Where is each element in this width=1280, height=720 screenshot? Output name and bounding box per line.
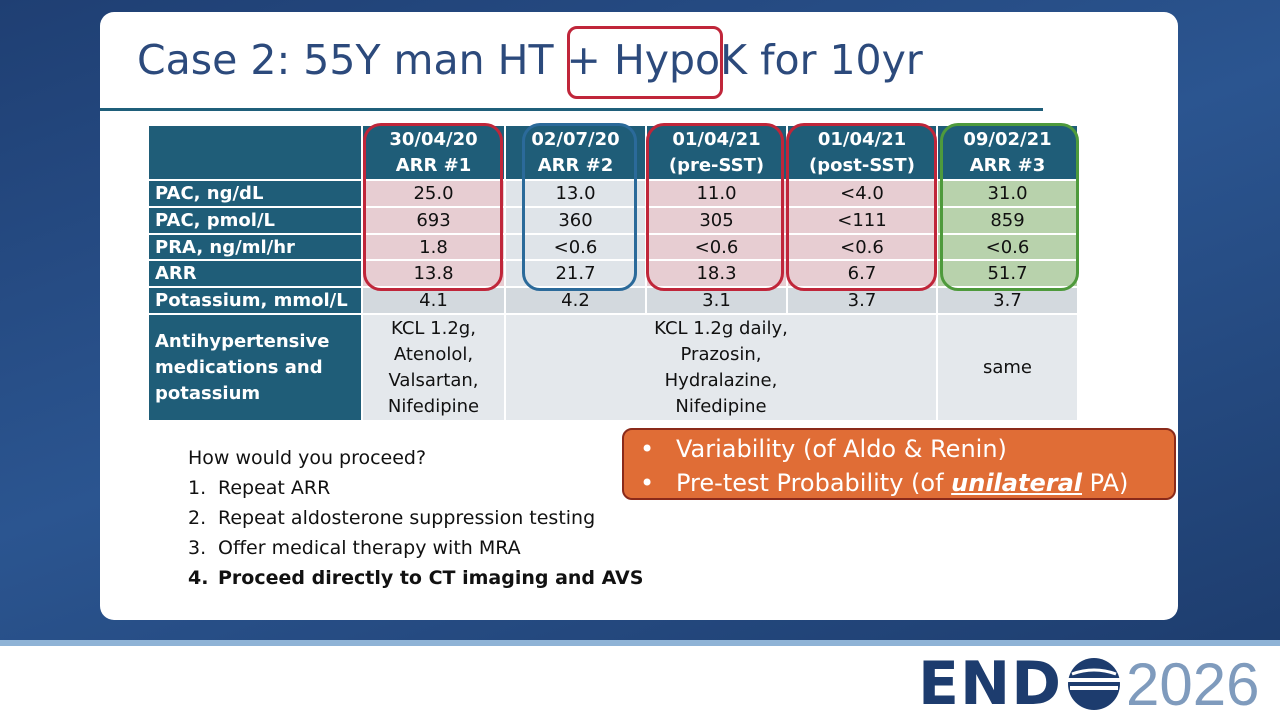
cell-line: Antihypertensive — [155, 330, 330, 352]
header-line: ARR #3 — [969, 154, 1046, 176]
table-cell: 3.1 — [646, 287, 787, 314]
row-label: Potassium, mmol/L — [148, 287, 362, 314]
highlight-ring — [940, 123, 1079, 291]
row-label: PRA, ng/ml/hr — [148, 234, 362, 260]
table-cell: 31.0 — [937, 180, 1078, 207]
title-rule — [100, 108, 1043, 111]
header-line: ARR #2 — [537, 154, 614, 176]
cell-line: Nifedipine — [387, 395, 480, 417]
logo-text: END — [918, 649, 1063, 719]
table-cell: 693 — [362, 207, 505, 234]
question: How would you proceed? 1. Repeat ARR 2. Rep… — [188, 444, 643, 594]
highlight-box — [567, 26, 723, 99]
row-label: ARR — [148, 260, 362, 287]
cell-line: KCL 1.2g, — [391, 317, 476, 339]
table-cell: 6.7 — [787, 260, 937, 287]
table-cell: 25.0 — [362, 180, 505, 207]
cell-line: KCL 1.2g daily, — [654, 317, 788, 339]
answer-option: 3. Offer medical therapy with MRA — [188, 534, 643, 564]
table-cell: 305 — [646, 207, 787, 234]
callout-text: Variability (of Aldo & Renin) — [676, 435, 1007, 463]
footer — [0, 640, 1280, 720]
cell-line: Valsartan, — [388, 369, 479, 391]
table-cell: 51.7 — [937, 260, 1078, 287]
logo-year: 2026 — [1126, 650, 1260, 718]
option-text: Repeat ARR — [218, 477, 331, 499]
callout-text: Pre-test Probability (of — [676, 469, 952, 497]
cell-line: same — [982, 356, 1033, 378]
header-line: 30/04/20 — [389, 128, 478, 150]
table-cell: 3.7 — [787, 287, 937, 314]
highlight-ring — [522, 123, 637, 291]
logo: END 2026 — [918, 649, 1260, 719]
table-cell: same — [937, 314, 1078, 421]
title-highlight: HypoK — [613, 36, 748, 84]
table-cell: 18.3 — [646, 260, 787, 287]
table-cell: 859 — [937, 207, 1078, 234]
table-cell: 4.1 — [362, 287, 505, 314]
row-label: PAC, ng/dL — [148, 180, 362, 207]
callout: Variability (of Aldo & Renin) Pre-test Pr… — [622, 428, 1176, 500]
header-line: ARR #1 — [395, 154, 472, 176]
header-line: 02/07/20 — [531, 128, 620, 150]
header-line: (pre-SST) — [668, 154, 765, 176]
cell-line: potassium — [155, 382, 261, 404]
callout-bullet: Variability (of Aldo & Renin) — [640, 432, 1174, 466]
table-cell: <0.6 — [646, 234, 787, 260]
cell-line: Hydralazine, — [664, 369, 778, 391]
header-line: 09/02/21 — [963, 128, 1052, 150]
row-label: PAC, pmol/L — [148, 207, 362, 234]
highlight-ring — [363, 123, 503, 291]
callout-bullet: Pre-test Probability (of unilateral PA) — [640, 466, 1174, 500]
highlight-ring — [786, 123, 937, 291]
table-cell: <0.6 — [787, 234, 937, 260]
table-cell: 1.8 — [362, 234, 505, 260]
header-corner — [148, 125, 362, 180]
column-header: 01/04/21 (pre-SST) — [646, 125, 787, 180]
question-prompt: How would you proceed? — [188, 447, 427, 469]
option-text: Offer medical therapy with MRA — [218, 537, 521, 559]
callout-text: unilateral — [951, 469, 1082, 497]
option-text: Proceed directly to CT imaging and AVS — [218, 567, 644, 589]
row-label: Antihypertensive medications and potassium — [148, 314, 362, 421]
answer-option: 4. Proceed directly to CT imaging and AVS — [188, 564, 643, 594]
option-number: 2. — [188, 507, 207, 529]
callout-text: PA) — [1081, 469, 1129, 497]
answer-option: 1. Repeat ARR — [188, 474, 643, 504]
table-cell: 13.8 — [362, 260, 505, 287]
table-cell: KCL 1.2g, Atenolol, Valsartan, Nifedipine — [362, 314, 505, 421]
table-cell: <4.0 — [787, 180, 937, 207]
cell-line: Nifedipine — [675, 395, 767, 417]
table-cell: <0.6 — [937, 234, 1078, 260]
table-cell: KCL 1.2g daily, Prazosin, Hydralazine, Nife… — [505, 314, 937, 421]
option-number: 3. — [188, 537, 207, 559]
title-text: Case 2: 55Y man HT + — [137, 36, 614, 84]
table-cell: <111 — [787, 207, 937, 234]
table-cell: 4.2 — [505, 287, 646, 314]
table-cell: 360 — [505, 207, 646, 234]
slide-title: Case 2: 55Y man HT + HypoK for 10yr — [137, 36, 923, 84]
header-line: 01/04/21 — [817, 128, 907, 150]
table-cell: 13.0 — [505, 180, 646, 207]
cell-line: Prazosin, — [680, 343, 762, 365]
table-cell: <0.6 — [505, 234, 646, 260]
option-text: Repeat aldosterone suppression testing — [218, 507, 596, 529]
title-text: for 10yr — [747, 36, 923, 84]
answer-option: 2. Repeat aldosterone suppression testing — [188, 504, 643, 534]
header-line: 01/04/21 — [672, 128, 761, 150]
highlight-ring — [646, 123, 784, 291]
header-line: (post-SST) — [809, 154, 915, 176]
option-number: 4. — [188, 567, 209, 589]
option-number: 1. — [188, 477, 207, 499]
logo-globe — [1068, 658, 1121, 710]
cell-line: Atenolol, — [393, 343, 474, 365]
cell-line: medications and — [155, 356, 323, 378]
table-cell: 3.7 — [937, 287, 1078, 314]
